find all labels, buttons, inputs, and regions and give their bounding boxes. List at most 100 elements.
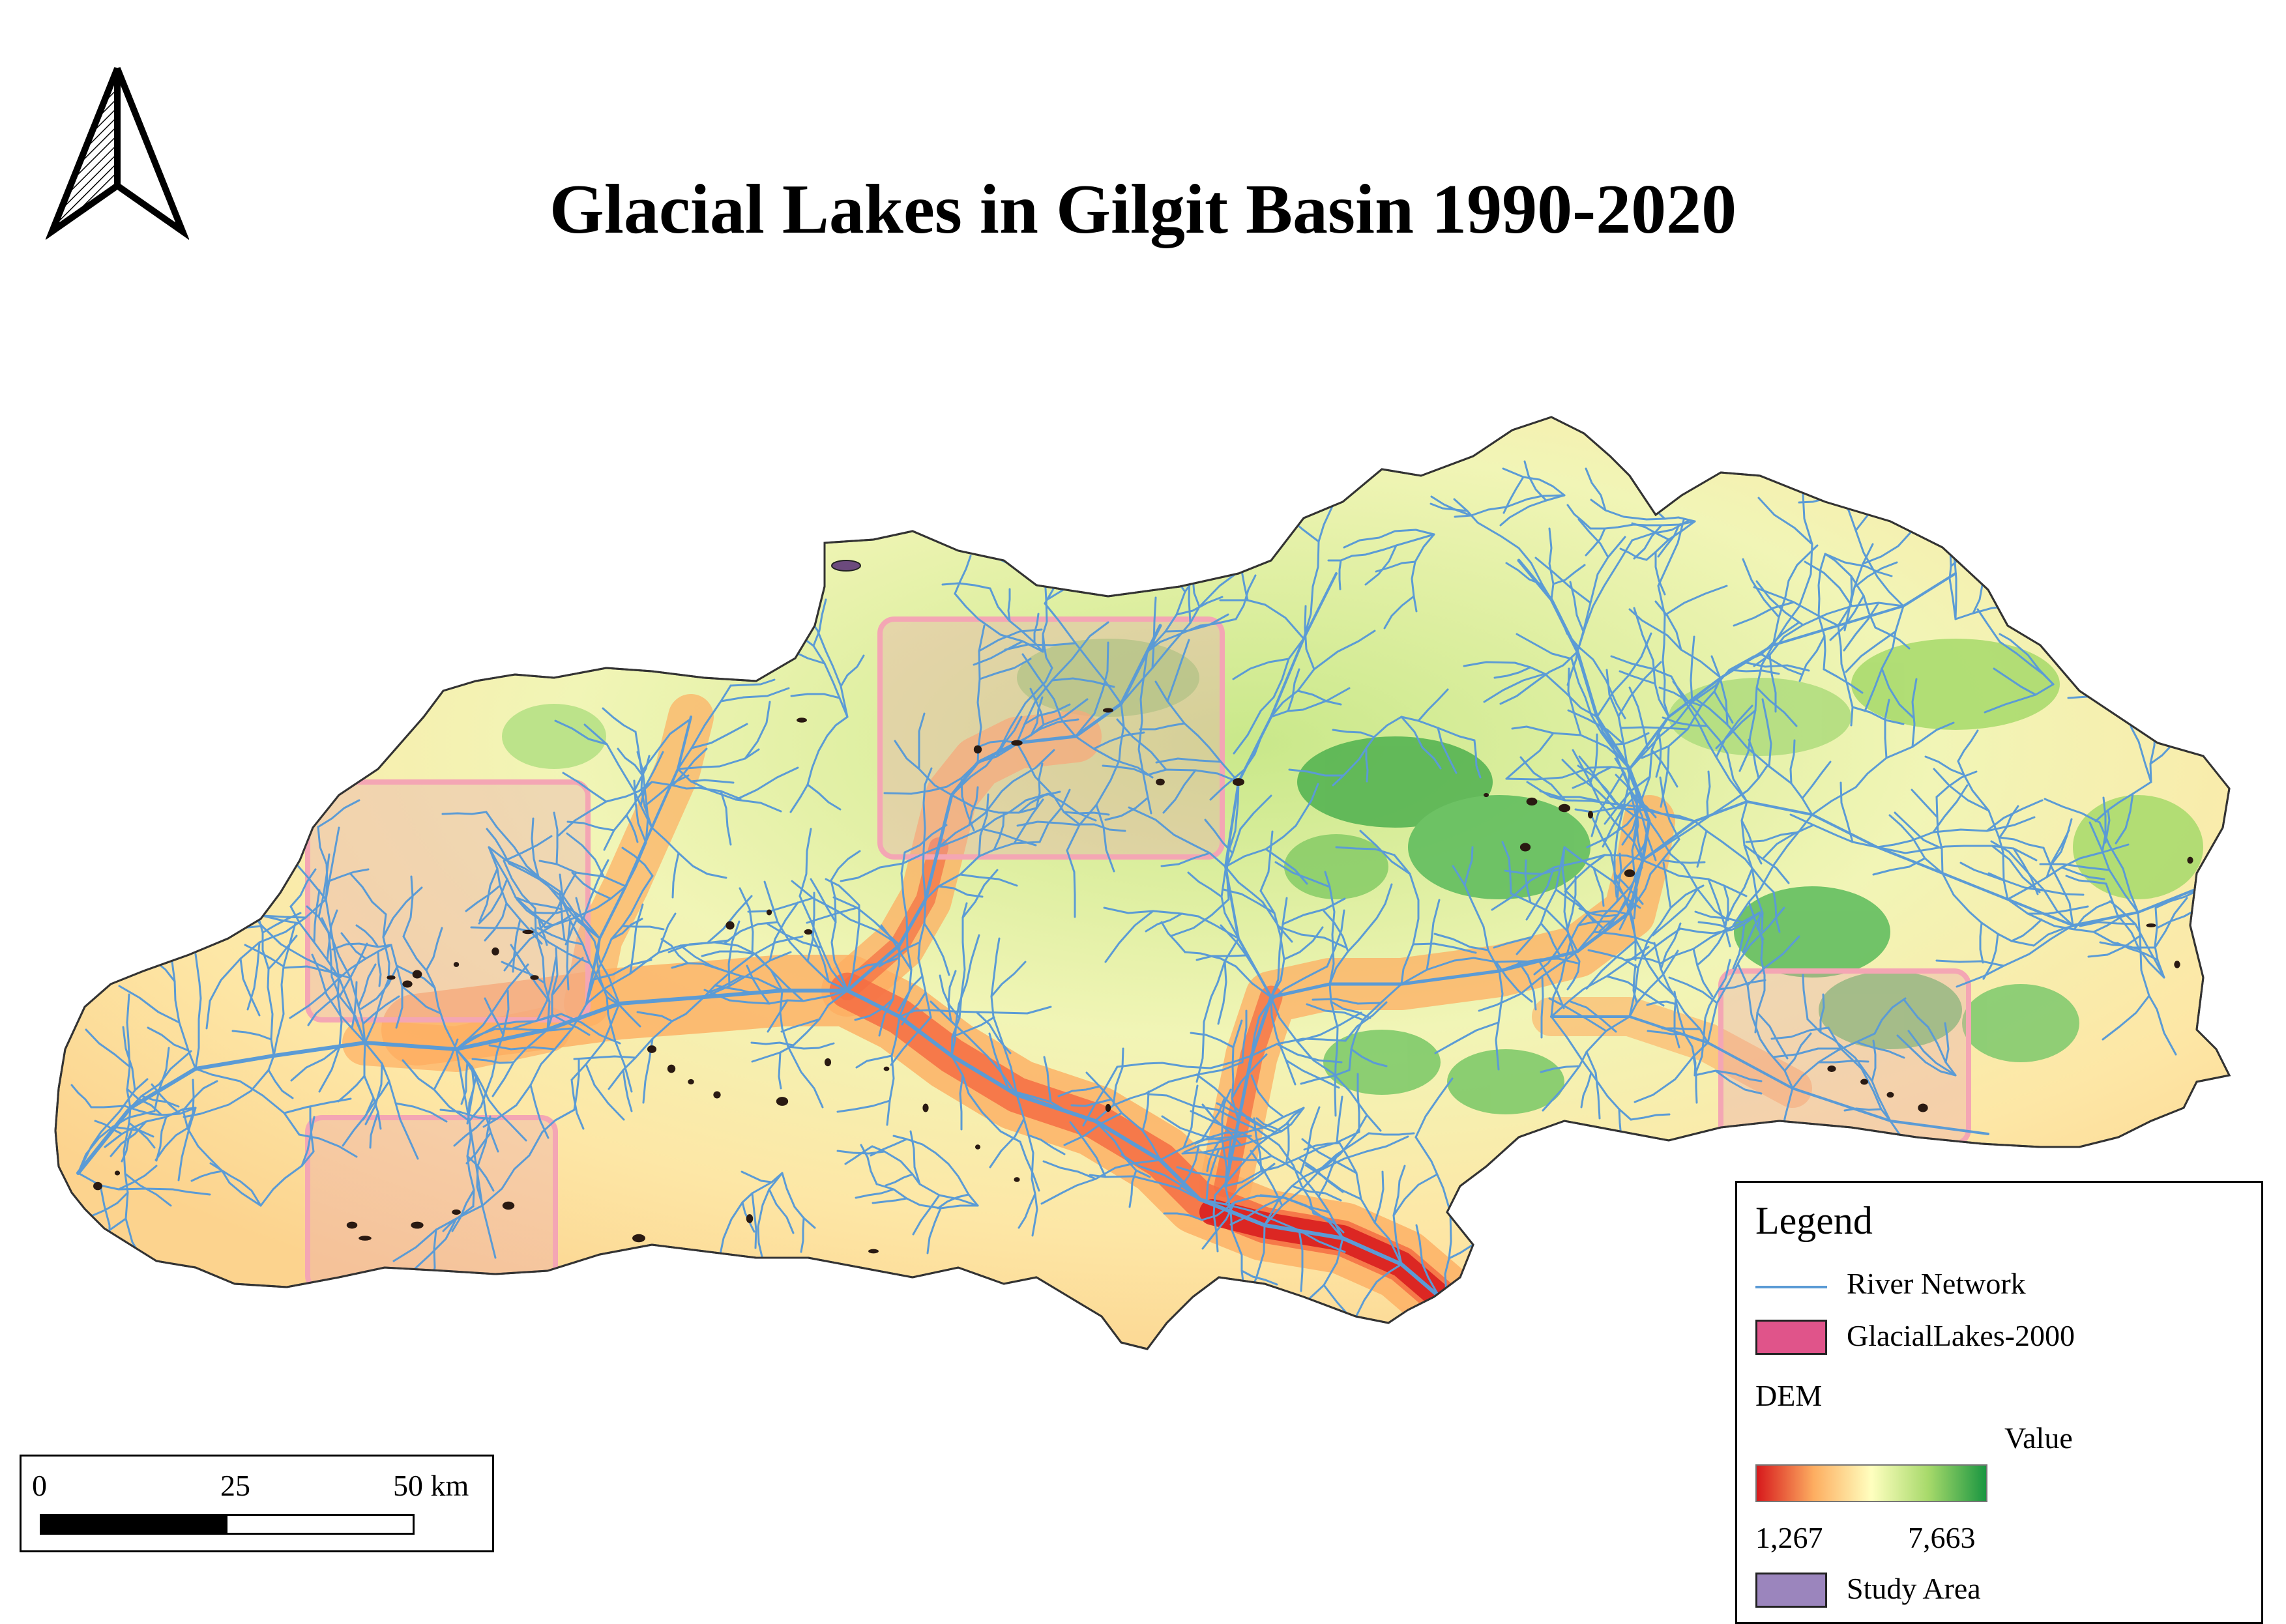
river-segment [660, 938, 689, 964]
river-segment [1393, 854, 1420, 985]
river-segment [799, 895, 849, 992]
river-segment [651, 826, 727, 879]
gilgit-basin[interactable] [54, 416, 2231, 1396]
river-segment [1772, 1047, 1842, 1058]
river-segment [1979, 921, 1984, 964]
river-segment [1231, 1053, 1268, 1099]
river-segment [566, 832, 605, 878]
river-segment [460, 1062, 469, 1105]
river-segment [1162, 538, 1186, 593]
river-segment [317, 799, 360, 828]
river-segment [1998, 805, 2019, 839]
river-segment [1139, 722, 1186, 731]
river-segment [1628, 768, 1639, 920]
river-segment [467, 1076, 477, 1117]
river-segment [924, 841, 1041, 901]
river-segment [1625, 957, 1662, 964]
river-segment [289, 868, 317, 908]
river-segment [1297, 689, 1342, 706]
river-segment [1839, 781, 1854, 843]
river-segment [912, 1194, 941, 1236]
river-segment [1661, 859, 1706, 864]
river-segment [1452, 865, 1501, 972]
river-segment [898, 851, 913, 1018]
river-segment [1791, 1032, 1876, 1090]
scale-label-25: 25 [220, 1469, 250, 1502]
river-segment [2094, 781, 2152, 822]
river-segment [1862, 530, 1913, 565]
river-segment [1620, 726, 1689, 731]
river-segment [1604, 776, 1651, 825]
river-segment [1338, 1142, 1403, 1266]
river-segment [111, 1125, 154, 1138]
north-arrow-icon [46, 67, 189, 240]
river-segment [1713, 690, 1734, 724]
river-segment [1429, 502, 1469, 512]
river-segment [1619, 888, 1638, 931]
river-segment [1580, 1071, 1592, 1109]
river-segment [1679, 911, 1761, 935]
river-segment [977, 740, 1017, 748]
river-segment [1516, 846, 1566, 955]
river-segment [1626, 900, 1637, 961]
river-segment [1911, 678, 1918, 748]
river-segment [1146, 618, 1237, 653]
river-segment [468, 989, 510, 1122]
river-segment [844, 1145, 873, 1165]
river-segment [1715, 709, 1757, 749]
river-segment [1957, 760, 2009, 901]
glacial-lake [1587, 811, 1594, 819]
river-segment [959, 873, 1018, 887]
river-segment [481, 1109, 576, 1207]
river-segment [806, 906, 858, 924]
river-segment [1697, 921, 1733, 931]
river-segment [1586, 805, 1643, 848]
river-segment [1724, 867, 1753, 924]
river-segment [1224, 1131, 1360, 1187]
river-segment [1851, 706, 1905, 725]
river-segment [679, 944, 730, 974]
river-segment [735, 766, 799, 801]
legend-river-label: River Network [1847, 1267, 2026, 1300]
river-segment [1696, 830, 1708, 868]
river-segment [239, 957, 261, 1017]
river-segment [703, 951, 792, 998]
river-segment [1161, 1115, 1224, 1142]
legend-dem-label: DEM [1755, 1379, 1823, 1412]
river-segment [309, 1105, 315, 1153]
glacial-lake [632, 1234, 645, 1243]
river-segment [840, 846, 940, 882]
river-segment [1434, 1021, 1500, 1054]
river-segment [1016, 621, 1109, 744]
river-segment [1182, 1084, 1199, 1149]
river-segment [1540, 922, 1561, 955]
river-segment [671, 747, 708, 787]
river-segment [1446, 1302, 1461, 1349]
river-segment [311, 953, 366, 1044]
river-segment [593, 959, 652, 981]
river-segment [1653, 942, 1709, 1044]
river-segment [1172, 520, 1199, 588]
river-segment [800, 1217, 805, 1253]
river-segment [768, 1188, 795, 1234]
river-segment [990, 937, 1018, 1096]
river-segment [763, 880, 849, 992]
river-segment [1802, 974, 1809, 1021]
river-segment [1291, 1185, 1342, 1202]
river-segment [926, 1207, 942, 1254]
river-segment [1650, 749, 1678, 788]
river-segment [1255, 1117, 1283, 1133]
river-segment [1085, 1071, 1162, 1161]
river-segment [1578, 755, 1618, 805]
river-segment [1991, 845, 2041, 893]
river-segment [2060, 866, 2105, 880]
river-segment [231, 1030, 272, 1041]
river-segment [1552, 564, 1586, 585]
river-segment [1654, 551, 1666, 596]
river-segment [402, 1059, 471, 1122]
river-segment [566, 918, 572, 991]
map-title: Glacial Lakes in Gilgit Basin 1990-2020 [549, 171, 1737, 248]
river-segment [571, 871, 612, 900]
river-segment [1935, 796, 1944, 875]
